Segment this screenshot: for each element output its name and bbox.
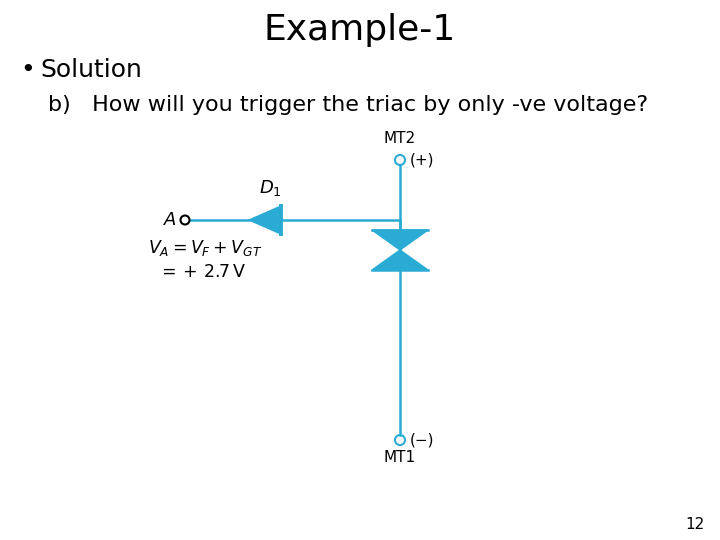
Text: $= +\,2.7\,\mathrm{V}$: $= +\,2.7\,\mathrm{V}$: [158, 263, 246, 281]
Text: $V_A = V_F + V_{GT}$: $V_A = V_F + V_{GT}$: [148, 238, 262, 258]
Text: b)   How will you trigger the triac by only -ve voltage?: b) How will you trigger the triac by onl…: [48, 95, 648, 115]
Polygon shape: [372, 250, 428, 270]
Text: MT2: MT2: [384, 131, 416, 146]
Text: $D_1$: $D_1$: [258, 178, 282, 198]
Text: (−): (−): [410, 433, 434, 448]
Text: MT1: MT1: [384, 450, 416, 465]
Text: $A$: $A$: [163, 211, 177, 229]
Polygon shape: [249, 206, 281, 234]
Text: Example-1: Example-1: [264, 13, 456, 47]
Text: Solution: Solution: [40, 58, 142, 82]
Text: (+): (+): [410, 152, 434, 167]
Text: •: •: [21, 58, 35, 82]
Text: 12: 12: [685, 517, 705, 532]
Polygon shape: [372, 230, 428, 250]
